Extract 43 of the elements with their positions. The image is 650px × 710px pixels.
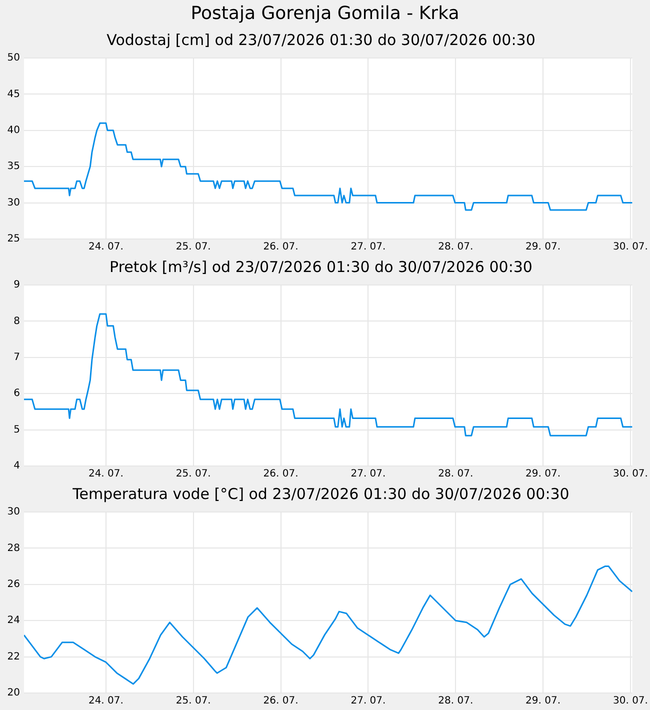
y-tick-label: 4 — [14, 460, 20, 472]
x-tick-label: 29. 07. — [526, 696, 561, 707]
x-tick-label: 29. 07. — [526, 468, 561, 480]
x-tick-label: 24. 07. — [88, 468, 124, 480]
y-tick-label: 6 — [14, 388, 20, 400]
x-tick-label: 24. 07. — [88, 696, 124, 707]
y-tick-label: 28 — [7, 542, 20, 554]
x-tick-label: 30. 07. — [612, 242, 648, 253]
x-tick-label: 30. 07. — [612, 468, 648, 480]
x-tick-label: 29. 07. — [526, 242, 561, 253]
chart-title: Postaja Gorenja Gomila - Krka — [190, 2, 460, 26]
y-tick-label: 30 — [7, 506, 20, 518]
y-tick-label: 50 — [7, 52, 20, 64]
y-tick-label: 9 — [14, 280, 20, 291]
x-tick-label: 26. 07. — [263, 696, 298, 707]
y-tick-label: 45 — [7, 88, 20, 100]
x-tick-label: 26. 07. — [263, 468, 298, 480]
y-tick-label: 24 — [7, 615, 20, 626]
x-tick-label: 27. 07. — [350, 242, 386, 253]
x-tick-label: 28. 07. — [438, 696, 474, 707]
x-tick-label: 25. 07. — [176, 468, 211, 480]
y-tick-label: 7 — [14, 352, 20, 363]
y-tick-label: 35 — [7, 161, 20, 172]
x-tick-label: 30. 07. — [612, 696, 648, 707]
y-tick-label: 22 — [7, 651, 20, 662]
y-tick-label: 20 — [7, 688, 20, 699]
x-tick-label: 28. 07. — [438, 468, 474, 480]
x-tick-label: 27. 07. — [350, 468, 386, 480]
y-tick-label: 8 — [14, 316, 20, 327]
x-tick-label: 24. 07. — [88, 242, 124, 253]
chart-subtitle: Vodostaj [cm] od 23/07/2026 01:30 do 30/07/2026 00:30 — [106, 30, 536, 49]
chart-title: Pretok [m³/s] od 23/07/2026 01:30 do 30/07/2026 00:30 — [110, 258, 532, 276]
y-tick-label: 30 — [7, 197, 20, 208]
x-tick-label: 27. 07. — [350, 696, 386, 707]
y-tick-label: 26 — [7, 578, 20, 590]
y-tick-label: 25 — [7, 234, 20, 245]
x-tick-label: 25. 07. — [176, 696, 211, 707]
x-tick-label: 28. 07. — [438, 242, 474, 253]
chart-title: Temperatura vode [°C] od 23/07/2026 01:30 do 30/07/2026 00:30 — [72, 484, 570, 503]
x-tick-label: 25. 07. — [176, 242, 211, 253]
y-tick-label: 5 — [14, 424, 20, 436]
y-tick-label: 40 — [7, 124, 20, 136]
x-tick-label: 26. 07. — [263, 242, 298, 253]
